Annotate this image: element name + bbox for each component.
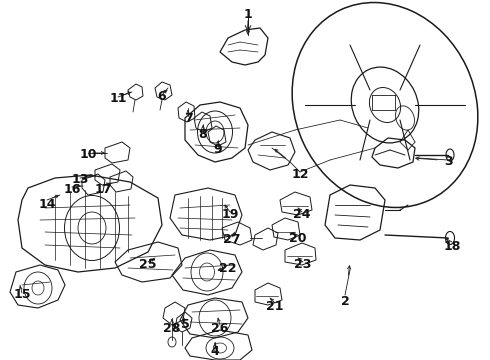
Text: 10: 10 — [79, 148, 97, 161]
Text: 18: 18 — [443, 240, 461, 253]
Text: 21: 21 — [266, 300, 284, 313]
Text: 22: 22 — [219, 262, 237, 275]
Text: 4: 4 — [211, 345, 220, 358]
Text: 26: 26 — [211, 322, 229, 335]
Text: 6: 6 — [158, 90, 166, 103]
Text: 1: 1 — [244, 8, 252, 21]
Text: 17: 17 — [94, 183, 112, 196]
Text: 24: 24 — [293, 208, 311, 221]
Text: 27: 27 — [223, 233, 241, 246]
Text: 3: 3 — [443, 155, 452, 168]
Text: 11: 11 — [109, 92, 127, 105]
Text: 14: 14 — [38, 198, 56, 211]
Text: 20: 20 — [289, 232, 307, 245]
Text: 12: 12 — [291, 168, 309, 181]
Text: 16: 16 — [63, 183, 81, 196]
Text: 13: 13 — [72, 173, 89, 186]
Text: 2: 2 — [341, 295, 349, 308]
Text: 23: 23 — [294, 258, 312, 271]
Text: 28: 28 — [163, 322, 181, 335]
Text: 19: 19 — [221, 208, 239, 221]
Text: 25: 25 — [139, 258, 157, 271]
Text: 7: 7 — [184, 112, 193, 125]
Text: 8: 8 — [198, 128, 207, 141]
Text: 9: 9 — [214, 143, 222, 156]
Text: 15: 15 — [13, 288, 31, 301]
Text: 5: 5 — [181, 318, 189, 331]
